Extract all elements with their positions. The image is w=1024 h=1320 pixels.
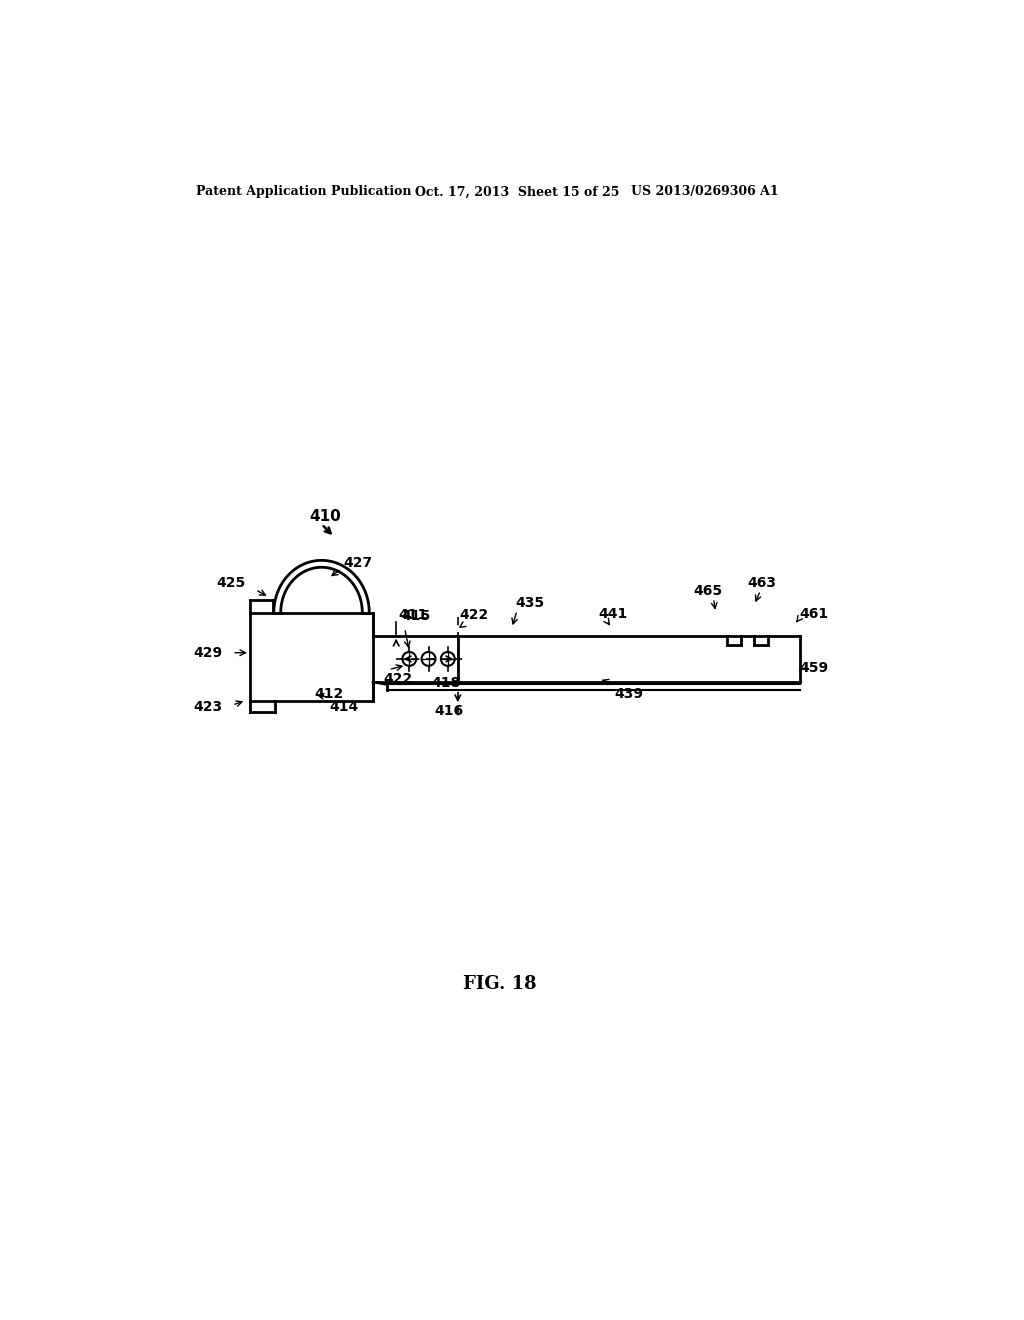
Text: 411: 411: [398, 609, 428, 622]
Text: 422: 422: [460, 609, 488, 622]
Text: Oct. 17, 2013  Sheet 15 of 25: Oct. 17, 2013 Sheet 15 of 25: [416, 185, 620, 198]
Text: 463: 463: [748, 577, 776, 590]
Text: 423: 423: [194, 701, 223, 714]
Text: 429: 429: [194, 645, 223, 660]
Text: 418: 418: [432, 676, 461, 690]
Text: Patent Application Publication: Patent Application Publication: [196, 185, 412, 198]
Text: 415: 415: [401, 609, 431, 623]
Text: US 2013/0269306 A1: US 2013/0269306 A1: [631, 185, 778, 198]
Text: 412: 412: [314, 688, 344, 701]
Text: 465: 465: [693, 585, 723, 598]
Text: 425: 425: [217, 577, 246, 590]
Text: 459: 459: [799, 661, 828, 675]
Text: FIG. 18: FIG. 18: [463, 975, 537, 993]
Text: 435: 435: [515, 597, 545, 610]
Text: 461: 461: [799, 607, 828, 622]
Text: 427: 427: [344, 556, 373, 570]
Text: 441: 441: [599, 607, 628, 622]
Text: 414: 414: [330, 700, 358, 714]
Text: 439: 439: [614, 688, 643, 701]
Text: 422: 422: [383, 672, 413, 686]
Text: 416: 416: [434, 704, 463, 718]
Text: 410: 410: [309, 510, 341, 524]
